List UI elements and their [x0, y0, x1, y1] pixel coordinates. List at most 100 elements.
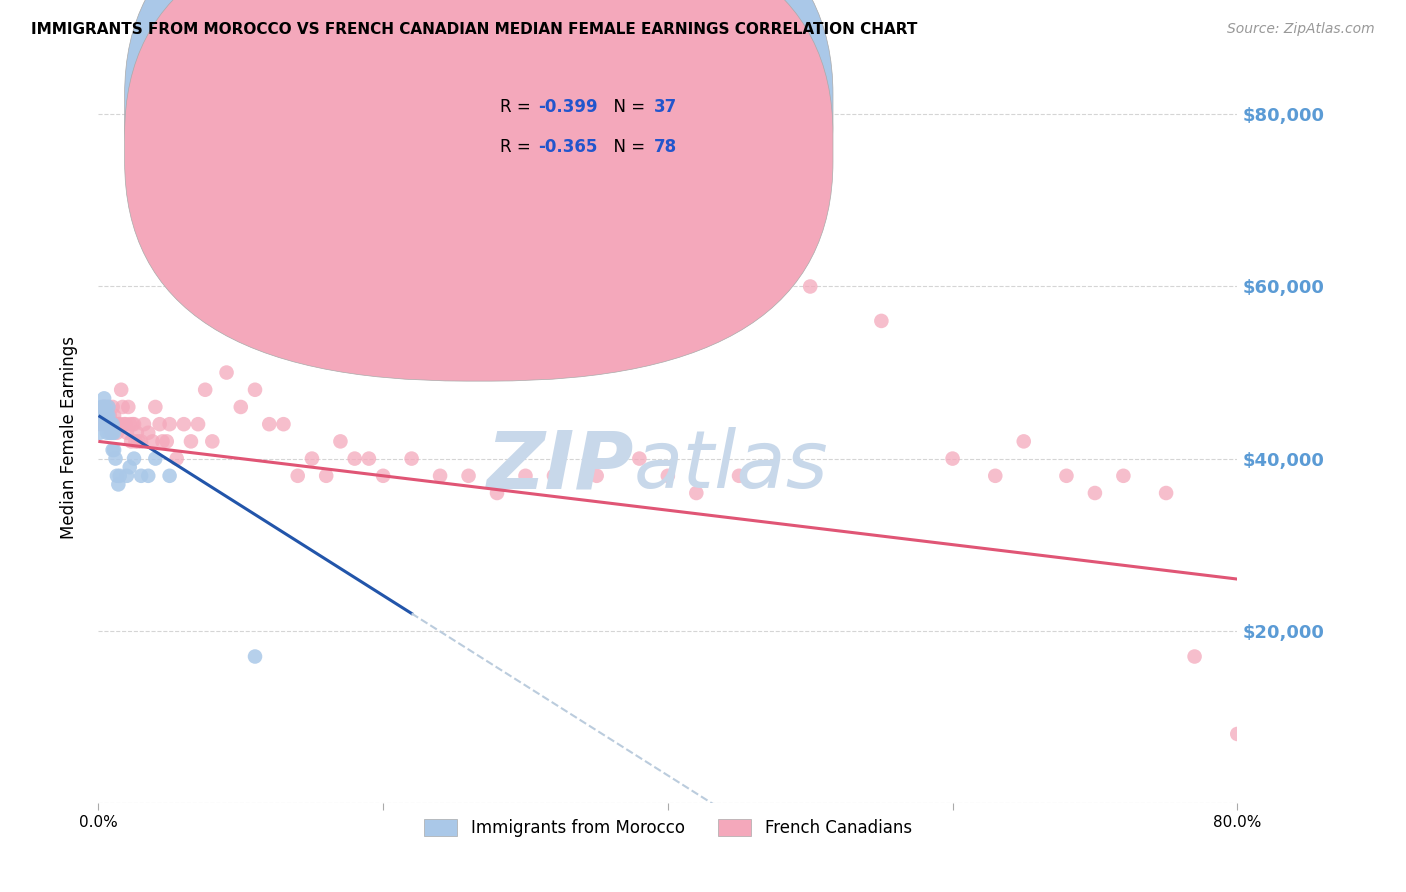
Point: [91, 400, 114, 414]
Point: [100, 417, 122, 432]
Point: [543, 468, 565, 483]
Point: [97, 400, 120, 414]
Point: [156, 434, 179, 449]
Point: [104, 451, 127, 466]
Text: R =: R =: [501, 97, 537, 116]
Point: [132, 417, 155, 432]
Point: [215, 366, 238, 380]
Point: [129, 468, 152, 483]
Point: [129, 434, 152, 449]
Text: atlas: atlas: [634, 427, 828, 506]
Point: [97, 409, 120, 423]
Point: [585, 468, 607, 483]
Point: [101, 417, 124, 432]
Point: [120, 434, 142, 449]
Point: [166, 451, 188, 466]
Point: [97, 400, 120, 414]
Point: [96, 409, 118, 423]
Point: [343, 451, 366, 466]
Point: [93, 392, 115, 406]
Point: [98, 417, 121, 432]
Point: [103, 442, 125, 457]
Point: [90, 400, 112, 414]
FancyBboxPatch shape: [125, 0, 832, 381]
Point: [628, 451, 651, 466]
Point: [429, 468, 451, 483]
Point: [114, 417, 136, 432]
Point: [94, 417, 117, 432]
Point: [104, 417, 127, 432]
Point: [96, 417, 118, 432]
Point: [657, 468, 679, 483]
Point: [1226, 727, 1249, 741]
Point: [1056, 468, 1078, 483]
Point: [136, 425, 159, 440]
Point: [259, 417, 281, 432]
Point: [152, 434, 174, 449]
Text: IMMIGRANTS FROM MOROCCO VS FRENCH CANADIAN MEDIAN FEMALE EARNINGS CORRELATION CH: IMMIGRANTS FROM MOROCCO VS FRENCH CANADI…: [31, 22, 917, 37]
Point: [201, 434, 224, 449]
Point: [100, 425, 122, 440]
Text: -0.399: -0.399: [538, 97, 598, 116]
Point: [111, 400, 134, 414]
Text: N =: N =: [603, 97, 651, 116]
Point: [287, 468, 309, 483]
Point: [96, 425, 118, 440]
Point: [98, 417, 121, 432]
Text: R =: R =: [501, 137, 537, 155]
Point: [145, 451, 167, 466]
Point: [1112, 468, 1135, 483]
Point: [486, 486, 509, 500]
Point: [96, 409, 118, 423]
Point: [229, 400, 252, 414]
Point: [984, 468, 1007, 483]
Point: [373, 468, 395, 483]
Point: [728, 468, 751, 483]
Point: [105, 425, 128, 440]
Point: [112, 417, 135, 432]
Point: [243, 383, 266, 397]
Point: [159, 417, 181, 432]
Point: [117, 400, 139, 414]
Point: [98, 409, 121, 423]
Point: [301, 451, 323, 466]
Point: [101, 400, 124, 414]
Point: [118, 417, 141, 432]
Point: [98, 425, 121, 440]
Text: Source: ZipAtlas.com: Source: ZipAtlas.com: [1227, 22, 1375, 37]
Legend: Immigrants from Morocco, French Canadians: Immigrants from Morocco, French Canadian…: [416, 811, 920, 846]
Point: [103, 409, 125, 423]
Point: [457, 468, 479, 483]
Point: [101, 425, 124, 440]
Point: [121, 417, 143, 432]
Point: [101, 417, 124, 432]
Point: [180, 434, 202, 449]
Point: [159, 468, 181, 483]
Point: [194, 383, 217, 397]
Point: [145, 400, 167, 414]
Text: -0.365: -0.365: [538, 137, 598, 155]
Point: [91, 417, 114, 432]
Point: [118, 460, 141, 475]
Point: [1012, 434, 1035, 449]
Point: [273, 417, 295, 432]
Point: [108, 468, 131, 483]
Point: [1184, 649, 1206, 664]
Point: [93, 400, 115, 414]
Point: [115, 425, 138, 440]
FancyBboxPatch shape: [125, 0, 832, 342]
Point: [357, 451, 380, 466]
Point: [122, 451, 145, 466]
Point: [315, 211, 337, 225]
Text: 78: 78: [654, 137, 678, 155]
Point: [1154, 486, 1177, 500]
Point: [115, 468, 138, 483]
Point: [315, 468, 337, 483]
Point: [94, 417, 117, 432]
Point: [107, 477, 129, 491]
Point: [94, 409, 117, 423]
Point: [136, 468, 159, 483]
Point: [149, 417, 172, 432]
FancyBboxPatch shape: [457, 86, 702, 170]
Point: [89, 417, 111, 432]
